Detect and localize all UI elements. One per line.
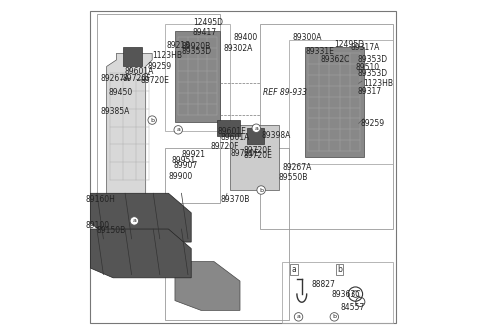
Circle shape [148,116,156,124]
Text: 89550B: 89550B [278,173,307,181]
Text: 84557: 84557 [341,303,365,312]
Circle shape [130,217,139,225]
Text: 12495D: 12495D [193,18,223,27]
Polygon shape [230,125,279,190]
Text: 89907: 89907 [173,161,198,170]
Text: 89720E: 89720E [230,149,259,158]
Text: 89417: 89417 [193,28,217,37]
Text: 89720F: 89720F [244,147,273,155]
Text: a: a [292,265,296,274]
Text: 89317: 89317 [357,87,381,96]
Text: a: a [132,218,136,223]
Polygon shape [123,47,143,67]
Text: b: b [259,188,263,193]
Polygon shape [247,128,264,145]
Polygon shape [217,120,240,136]
Text: 89720F: 89720F [211,142,239,151]
Circle shape [294,313,303,321]
Text: 89353D: 89353D [358,69,388,78]
Text: a: a [176,127,180,133]
Text: 89362C: 89362C [321,55,350,64]
Text: 89100: 89100 [85,221,109,230]
Text: 89900: 89900 [168,172,192,181]
Text: 89150B: 89150B [97,226,126,235]
Text: b: b [337,265,342,274]
Text: b: b [332,314,336,319]
Text: 89510: 89510 [356,63,380,72]
Text: 89302A: 89302A [224,44,253,53]
Polygon shape [90,229,191,278]
Polygon shape [90,193,191,242]
Text: 89601E: 89601E [217,127,246,136]
Text: a: a [297,314,300,319]
Text: 89160H: 89160H [85,195,115,204]
Text: 89267A: 89267A [282,163,312,172]
Text: 89951: 89951 [172,156,196,165]
Text: 89353D: 89353D [181,47,212,56]
Text: 89450: 89450 [108,88,132,97]
Text: 1123HB: 1123HB [363,79,394,88]
Circle shape [257,186,265,194]
Text: b: b [150,118,154,123]
Text: a: a [254,126,258,131]
Text: 89398A: 89398A [261,131,290,140]
Polygon shape [107,53,152,196]
Text: 89920B: 89920B [181,42,211,51]
Text: 89370B: 89370B [220,195,250,204]
Text: 89720F: 89720F [123,74,151,83]
Text: 1123HB: 1123HB [152,51,182,60]
Polygon shape [175,31,220,122]
Text: 89921: 89921 [181,150,205,159]
Text: REF 89-933: REF 89-933 [264,88,307,97]
Text: 89720E: 89720E [141,75,170,85]
Text: 89720E: 89720E [244,151,273,160]
Text: 89331E: 89331E [305,47,334,56]
Polygon shape [305,47,363,157]
Text: 89218: 89218 [167,41,191,50]
Text: 89267A: 89267A [100,74,130,83]
Text: 89317A: 89317A [350,43,380,52]
Polygon shape [175,261,240,310]
Text: 89385A: 89385A [101,108,130,116]
Text: 88827: 88827 [312,280,336,290]
Text: 89400: 89400 [233,33,258,42]
Circle shape [174,126,182,134]
Circle shape [252,124,261,133]
Text: 12495D: 12495D [334,40,364,49]
Text: 89601A: 89601A [220,133,250,142]
Text: 89300A: 89300A [292,33,322,42]
Text: 89601A: 89601A [124,67,154,76]
Text: 89353D: 89353D [357,55,387,64]
Text: 89259: 89259 [147,62,171,71]
Circle shape [330,313,338,321]
Text: 89363C: 89363C [331,290,360,299]
Text: 89259: 89259 [361,119,385,128]
